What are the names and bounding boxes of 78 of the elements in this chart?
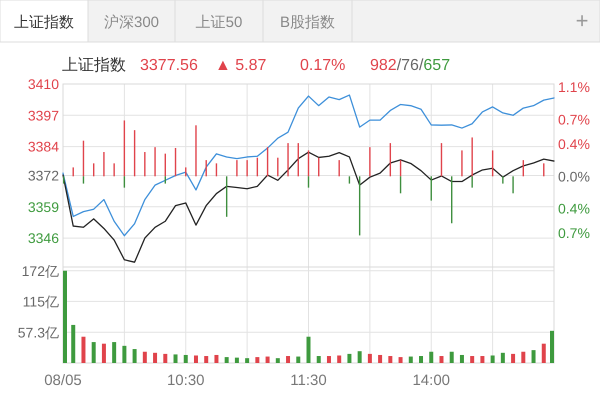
y-tick-label: 3346	[28, 230, 60, 246]
bar	[112, 342, 116, 363]
bar	[276, 358, 280, 363]
y-tick-label: 115亿	[22, 293, 59, 310]
y-tick-label: 3410	[28, 76, 60, 92]
bar	[92, 342, 96, 363]
y2-tick-label: 1.1%	[558, 79, 590, 96]
bar	[521, 352, 526, 363]
text: ▲ 5.87	[215, 57, 267, 74]
text: 982/76/657	[370, 57, 450, 74]
bar	[142, 352, 147, 363]
y2-tick-label: 0.4%	[558, 200, 590, 217]
y-tick-label: 172亿	[22, 262, 59, 279]
y-tick-label: 3384	[28, 138, 60, 155]
x-tick-label: 11:30	[290, 372, 327, 389]
bar	[337, 355, 342, 363]
bar	[224, 357, 229, 363]
bar	[490, 355, 495, 363]
bar	[163, 354, 168, 363]
bar	[480, 356, 484, 363]
y2-tick-label: 0.7%	[558, 112, 590, 128]
bar	[132, 349, 137, 363]
bar	[368, 354, 372, 363]
bar	[153, 352, 158, 363]
y-tick-label: 57.3亿	[18, 324, 59, 340]
bar	[71, 324, 76, 363]
bar	[255, 357, 260, 363]
y-tick-label: 3397	[28, 107, 60, 124]
bar	[214, 354, 218, 363]
y2-tick-label: 0.7%	[558, 224, 590, 241]
bar	[470, 356, 474, 363]
bar	[398, 357, 403, 363]
y-tick-label: 3359	[28, 198, 60, 215]
text: 上证指数	[14, 14, 74, 31]
bar	[296, 356, 300, 363]
text: 上证50	[196, 14, 242, 31]
line-series	[62, 94, 555, 236]
bar	[388, 356, 392, 363]
text: 0.17%	[300, 57, 346, 74]
bar	[81, 336, 86, 363]
bar	[419, 356, 424, 363]
bar	[266, 356, 270, 363]
bar	[542, 344, 546, 363]
bar	[204, 356, 208, 363]
bar	[378, 354, 382, 363]
bar	[358, 351, 362, 363]
bar	[450, 352, 454, 363]
bar	[122, 346, 126, 363]
text: B股指数	[280, 14, 336, 31]
bar	[347, 354, 352, 363]
chart-title: 上证指数	[62, 56, 126, 74]
bar	[439, 356, 444, 363]
bar	[460, 354, 464, 363]
bar	[408, 356, 413, 363]
bar	[306, 336, 310, 363]
bar	[102, 344, 106, 363]
x-tick-label: 14:00	[412, 372, 450, 389]
line-series	[62, 151, 555, 263]
bar	[184, 354, 188, 363]
y-tick-label: 3372	[28, 168, 60, 184]
bar	[500, 352, 505, 363]
text: 沪深300	[104, 14, 160, 31]
bar	[532, 350, 536, 363]
text: +	[576, 8, 588, 33]
bar	[429, 352, 434, 363]
y2-tick-label: 0.0%	[558, 168, 590, 184]
bar	[286, 356, 290, 363]
bar	[316, 356, 321, 363]
text: 3377.56	[140, 57, 198, 74]
y2-tick-label: 0.4%	[558, 136, 590, 152]
bar	[234, 358, 239, 363]
bar	[174, 354, 178, 363]
x-tick-label: 08/05	[44, 372, 82, 389]
x-tick-label: 10:30	[166, 372, 205, 389]
bar	[245, 358, 250, 363]
bar	[326, 356, 331, 363]
bar	[194, 355, 198, 363]
bar	[511, 354, 516, 363]
